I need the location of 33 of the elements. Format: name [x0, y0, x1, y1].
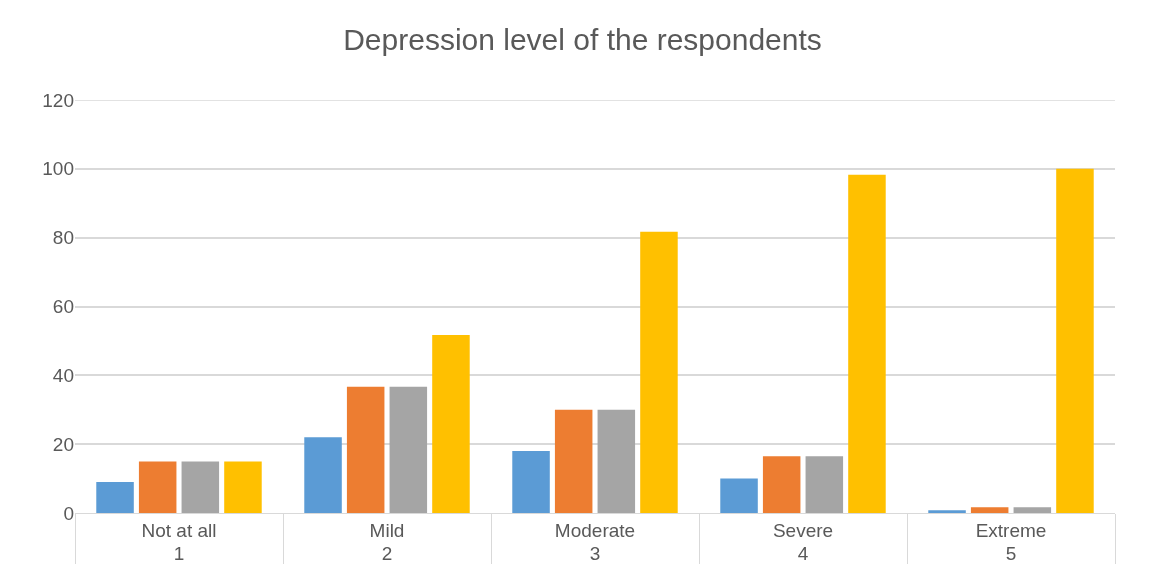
bar — [805, 456, 844, 513]
y-tick-label: 20 — [52, 433, 74, 455]
bar — [720, 478, 758, 513]
bar — [346, 386, 385, 513]
bar — [512, 451, 550, 513]
bar — [1056, 168, 1094, 513]
y-tick-label: 60 — [52, 296, 74, 318]
y-tick-label: 100 — [42, 158, 74, 180]
category-label: Severe 4 — [772, 519, 834, 564]
bar — [597, 409, 636, 513]
bar — [928, 510, 966, 513]
bar — [554, 409, 593, 513]
bar — [640, 231, 678, 513]
category-label: Extreme 5 — [975, 519, 1047, 564]
bar — [224, 461, 262, 513]
bar — [1013, 507, 1052, 513]
category-label: Not at all 1 — [141, 519, 217, 564]
y-tick-label: 120 — [42, 89, 74, 111]
category-label: Mild 2 — [369, 519, 405, 564]
chart-title: Depression level of the respondents — [343, 22, 822, 56]
category-label: Moderate 3 — [554, 519, 636, 564]
bar — [389, 386, 428, 513]
y-tick-label: 40 — [52, 364, 74, 386]
bar — [96, 482, 134, 513]
bar — [970, 507, 1009, 513]
bar — [848, 174, 886, 513]
bar — [304, 437, 342, 513]
bar — [138, 461, 177, 513]
bar — [181, 461, 220, 513]
bar — [432, 335, 470, 513]
bar — [762, 456, 801, 513]
y-tick-label: 80 — [52, 227, 74, 249]
y-tick-label: 0 — [63, 502, 74, 524]
